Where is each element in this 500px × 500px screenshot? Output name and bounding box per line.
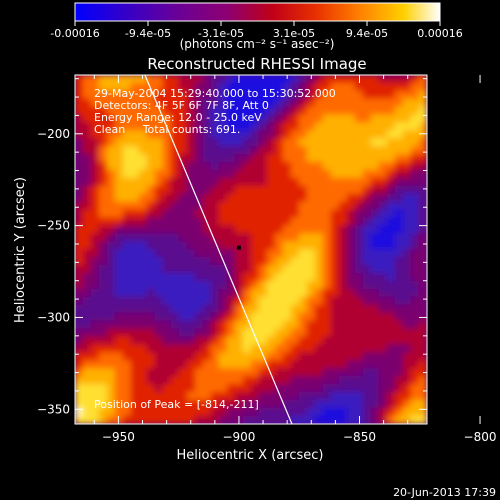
colorbar-tick-label: 3.1e-05 [273, 27, 315, 40]
image-annotations: 29-May-2004 15:29:40.000 to 15:30:52.000… [94, 87, 336, 411]
solar-limb-line [144, 75, 293, 424]
y-axis: −200 −250 −300 −350 [37, 78, 427, 416]
x-tick-label: −900 [222, 430, 255, 444]
heatmap-image [75, 75, 427, 424]
colorbar-tick-label: -3.1e-05 [198, 27, 244, 40]
colorbar-ticks: -0.00016 -9.4e-05 -3.1e-05 3.1e-05 9.4e-05 0.… [50, 21, 463, 40]
y-tick-label: −200 [37, 127, 70, 141]
x-tick-label: −950 [102, 430, 135, 444]
x-axis-title: Heliocentric X (arcsec) [177, 448, 324, 463]
colorbar-tick-label: 9.4e-05 [346, 27, 388, 40]
colorbar-tick-label: 0.00016 [417, 27, 463, 40]
x-tick-label: −800 [464, 430, 497, 444]
x-tick-label: −850 [343, 430, 376, 444]
colorbar-tick-label: -9.4e-05 [125, 27, 171, 40]
y-tick-label: −300 [37, 310, 70, 324]
annotation-counts: Clean Total counts: 691. [94, 123, 240, 136]
y-tick-label: −350 [37, 402, 70, 416]
plot-frame [74, 74, 428, 425]
y-tick-label: −250 [37, 219, 70, 233]
y-axis-title: Heliocentric Y (arcsec) [13, 177, 28, 323]
peak-marker [236, 245, 241, 250]
annotation-peak-position: Position of Peak = [-814,-211] [94, 398, 259, 411]
annotation-time-range: 29-May-2004 15:29:40.000 to 15:30:52.000 [94, 87, 336, 100]
footer-timestamp: 20-Jun-2013 17:39 [393, 486, 496, 499]
chart-title: Reconstructed RHESSI Image [147, 55, 366, 73]
annotation-detectors: Detectors: 4F 5F 6F 7F 8F, Att 0 [94, 99, 269, 112]
colorbar-tick-label: -0.00016 [50, 27, 99, 40]
colorbar-units: (photons cm⁻² s⁻¹ asec⁻²) [180, 37, 335, 51]
x-axis: −950 −900 −850 −800 [93, 75, 497, 444]
colorbar: -0.00016 -9.4e-05 -3.1e-05 3.1e-05 9.4e-05 0.… [50, 2, 463, 51]
colorbar-gradient [74, 2, 441, 22]
annotation-energy-range: Energy Range: 12.0 - 25.0 keV [94, 111, 262, 124]
